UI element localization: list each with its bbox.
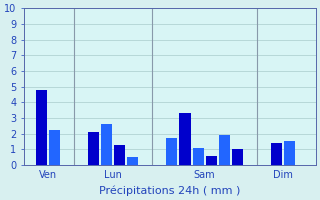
Bar (36, 90, 47, 165)
X-axis label: Précipitations 24h ( mm ): Précipitations 24h ( mm ) (99, 185, 241, 196)
Bar (127, 157, 138, 165)
Bar (219, 135, 230, 165)
Bar (49, 130, 60, 165)
Bar (101, 124, 112, 165)
Bar (180, 113, 190, 165)
Bar (232, 149, 243, 165)
Bar (271, 143, 282, 165)
Bar (284, 141, 295, 165)
Bar (205, 156, 217, 165)
Bar (166, 138, 178, 165)
Bar (114, 145, 125, 165)
Bar (88, 132, 99, 165)
Bar (193, 148, 204, 165)
